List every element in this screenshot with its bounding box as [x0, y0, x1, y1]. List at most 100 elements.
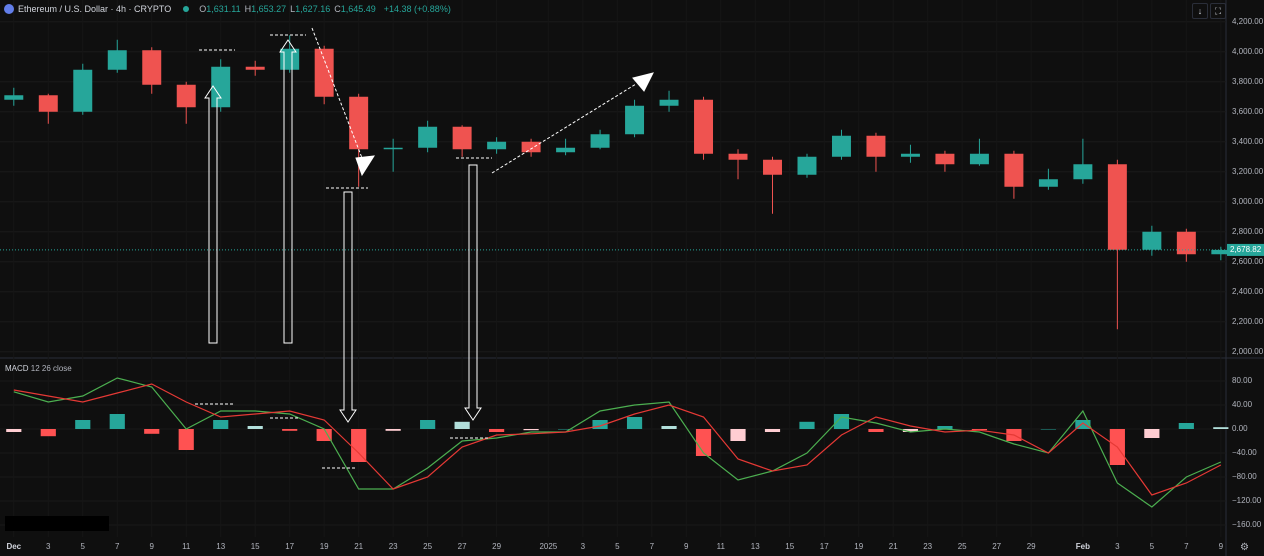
x-tick-label: 5 [1150, 542, 1155, 551]
candle-body [831, 135, 851, 157]
candle-body [349, 96, 369, 150]
y-tick-label: 2,400.00 [1232, 287, 1264, 296]
y-tick-label: 40.00 [1232, 400, 1253, 409]
candle-body [1004, 153, 1024, 187]
histogram-bar [557, 429, 574, 430]
settings-button[interactable]: ⚙ [1240, 542, 1249, 553]
y-tick-label: 4,200.00 [1232, 17, 1264, 26]
x-tick-label: 13 [751, 542, 760, 551]
symbol-icon [4, 4, 14, 14]
histogram-bar [937, 426, 953, 429]
histogram-bar [316, 429, 332, 441]
histogram-bar [178, 429, 194, 450]
histogram-bar [1144, 429, 1160, 438]
histogram-bar [592, 420, 608, 429]
histogram-bar [661, 426, 677, 429]
ohlc-label: O [199, 4, 207, 14]
candle-body [314, 48, 334, 97]
x-tick-label: 29 [492, 542, 501, 551]
x-tick-label: 9 [684, 542, 689, 551]
candle-body [694, 99, 714, 154]
histogram-bar [695, 429, 712, 456]
y-tick-label: 80.00 [1232, 376, 1253, 385]
x-tick-label: 5 [81, 542, 86, 551]
arrow-down [464, 164, 482, 421]
candle-body [728, 153, 748, 160]
y-tick-label: −120.00 [1232, 496, 1262, 505]
y-tick-label: 3,200.00 [1232, 167, 1264, 176]
candle-body [556, 147, 576, 153]
y-tick-label: −160.00 [1232, 520, 1262, 529]
candle-body [900, 153, 920, 157]
histogram-bar [1178, 423, 1194, 429]
scroll-button[interactable]: ↓ [1192, 3, 1208, 19]
y-tick-label: 3,000.00 [1232, 197, 1264, 206]
candle-body [935, 153, 955, 165]
fullscreen-button[interactable]: ⛶ [1210, 3, 1226, 19]
y-tick-label: −80.00 [1232, 472, 1257, 481]
candle-body [590, 134, 610, 148]
indicator-params: 12 26 close [30, 364, 72, 373]
ohlc-value: 1,653.27 [251, 4, 287, 14]
arrow-head [632, 72, 654, 92]
candle-body [521, 141, 541, 153]
x-tick-label: 11 [717, 542, 726, 551]
x-tick-label: 3 [46, 542, 51, 551]
ohlc-value: 1,627.16 [295, 4, 331, 14]
candle-body [1073, 164, 1093, 180]
y-tick-label: 3,400.00 [1232, 137, 1264, 146]
x-tick-label: 25 [958, 542, 967, 551]
change: +14.38 (+0.88%) [383, 4, 451, 14]
y-tick-label: 2,800.00 [1232, 227, 1264, 236]
candle-body [142, 50, 162, 85]
x-tick-label: Dec [6, 542, 21, 551]
candle-body [797, 156, 817, 175]
x-tick-label: 11 [182, 542, 191, 551]
symbol-name: Ethereum / U.S. Dollar · 4h · CRYPTO [18, 4, 172, 14]
ohlc: O1,631.11 H1,653.27 L1,627.16 C1,645.49 [199, 4, 380, 14]
arrow-down [339, 191, 357, 423]
histogram-bar [351, 429, 367, 462]
arrow-up [204, 85, 222, 344]
y-tick-label: 2,200.00 [1232, 317, 1264, 326]
ohlc-value: 1,631.11 [206, 4, 241, 14]
x-tick-label: 21 [354, 542, 363, 551]
histogram-bar [833, 414, 850, 429]
histogram-bar [626, 417, 643, 429]
histogram-bar [420, 420, 436, 429]
ohlc-label: H [244, 4, 252, 14]
candle-body [1211, 249, 1231, 255]
candle-body [245, 66, 265, 70]
x-tick-label: 15 [785, 542, 794, 551]
histogram-bar [523, 429, 539, 431]
redaction-box [5, 516, 109, 531]
candle-body [969, 153, 989, 165]
candle-body [1107, 164, 1127, 250]
y-tick-label: 3,800.00 [1232, 77, 1264, 86]
histogram-bar [282, 429, 298, 431]
market-status [183, 6, 190, 12]
histogram-bar [868, 429, 884, 432]
histogram-bar [730, 429, 746, 441]
ohlc-label: L [290, 4, 296, 14]
candle-body [763, 159, 782, 175]
y-tick-label: 0.00 [1232, 424, 1248, 433]
candle-body [38, 95, 58, 112]
histogram-bar [75, 420, 91, 429]
histogram-bar [144, 429, 160, 434]
x-tick-label: 15 [251, 542, 260, 551]
candle-body [659, 99, 679, 106]
dashed-levels [195, 27, 637, 469]
histogram-bar [454, 421, 470, 429]
x-tick-label: 9 [150, 542, 155, 551]
candle-body [176, 84, 196, 108]
x-tick-label: 17 [820, 542, 829, 551]
indicator-title: MACD [5, 364, 29, 373]
x-tick-label: 5 [615, 542, 620, 551]
histogram-bar [1213, 427, 1229, 429]
annotations [195, 27, 654, 469]
x-tick-label: 21 [889, 542, 898, 551]
candle-body [1176, 231, 1196, 255]
